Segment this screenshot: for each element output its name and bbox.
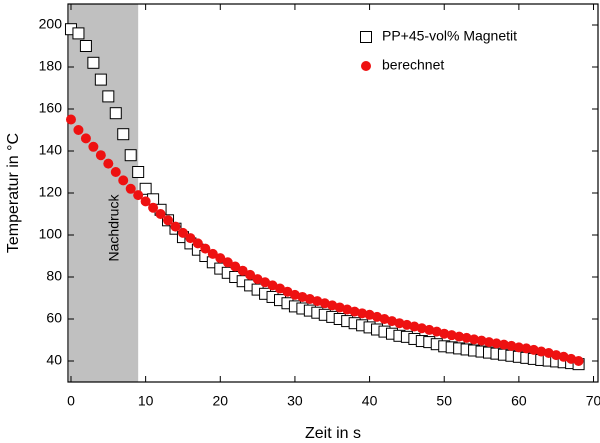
y-tick-label: 180 xyxy=(39,58,63,74)
point xyxy=(409,321,420,332)
point xyxy=(446,330,457,341)
point xyxy=(260,277,271,288)
point xyxy=(222,257,233,268)
point xyxy=(215,253,226,264)
point xyxy=(513,342,524,353)
point xyxy=(484,337,495,348)
point xyxy=(521,343,532,354)
point xyxy=(439,328,450,339)
point xyxy=(148,202,159,213)
point xyxy=(124,149,137,162)
point xyxy=(357,308,368,319)
point xyxy=(461,332,472,343)
point xyxy=(506,340,517,351)
point xyxy=(118,175,129,186)
x-tick-label: 40 xyxy=(362,393,378,409)
point xyxy=(73,125,84,135)
y-tick-label: 80 xyxy=(46,268,62,284)
point xyxy=(282,286,293,297)
y-tick-label: 60 xyxy=(46,310,62,326)
shaded-region-label: Nachdruck xyxy=(105,194,121,262)
point xyxy=(192,238,203,249)
point xyxy=(528,344,539,355)
point xyxy=(573,356,584,366)
point xyxy=(185,233,196,244)
point xyxy=(454,331,465,342)
point xyxy=(95,150,106,161)
point xyxy=(132,166,145,178)
point xyxy=(155,209,166,219)
point xyxy=(469,334,480,345)
shaded-region xyxy=(68,4,139,382)
point xyxy=(267,280,278,291)
point xyxy=(103,158,114,169)
point xyxy=(551,350,562,361)
point xyxy=(401,319,412,330)
legend-label: berechnet xyxy=(382,57,444,73)
point xyxy=(252,274,263,285)
point xyxy=(536,346,547,357)
x-tick-label: 60 xyxy=(511,393,527,409)
point xyxy=(230,261,241,272)
x-tick-label: 70 xyxy=(586,393,600,409)
point xyxy=(79,40,92,52)
y-tick-label: 140 xyxy=(39,142,63,158)
x-tick-label: 20 xyxy=(212,393,228,409)
point xyxy=(140,196,151,207)
legend-label: PP+45-vol% Magnetit xyxy=(382,28,517,44)
point xyxy=(109,107,122,120)
y-tick-label: 120 xyxy=(39,184,63,200)
point xyxy=(133,190,144,201)
x-tick-label: 0 xyxy=(67,393,75,409)
legend-marker xyxy=(361,61,371,71)
x-tick-label: 50 xyxy=(436,393,452,409)
point xyxy=(245,269,256,280)
point xyxy=(102,90,115,103)
point xyxy=(416,323,427,334)
x-tick-label: 10 xyxy=(138,393,154,409)
point xyxy=(394,318,405,329)
y-tick-label: 100 xyxy=(39,226,63,242)
point xyxy=(170,221,181,232)
y-tick-label: 200 xyxy=(39,16,63,32)
point xyxy=(349,306,360,317)
point xyxy=(476,335,487,346)
y-axis-label: Temperatur in °C xyxy=(5,133,22,253)
point xyxy=(237,265,248,276)
y-tick-label: 40 xyxy=(46,352,62,368)
point xyxy=(200,243,211,254)
point xyxy=(424,324,435,335)
point xyxy=(275,283,285,294)
point xyxy=(80,133,91,144)
point xyxy=(94,73,107,86)
point xyxy=(110,167,121,177)
point xyxy=(117,128,130,141)
point xyxy=(88,141,99,152)
point xyxy=(491,338,502,349)
point xyxy=(72,27,85,40)
point xyxy=(163,215,174,226)
point xyxy=(65,114,76,125)
point xyxy=(207,248,218,259)
x-axis-label: Zeit in s xyxy=(305,425,361,442)
y-tick-label: 160 xyxy=(39,100,63,116)
point xyxy=(177,227,188,238)
x-tick-label: 30 xyxy=(287,393,303,409)
point xyxy=(139,182,152,195)
point xyxy=(125,183,136,194)
legend-marker xyxy=(360,31,372,43)
point xyxy=(498,339,509,350)
point xyxy=(87,56,100,69)
